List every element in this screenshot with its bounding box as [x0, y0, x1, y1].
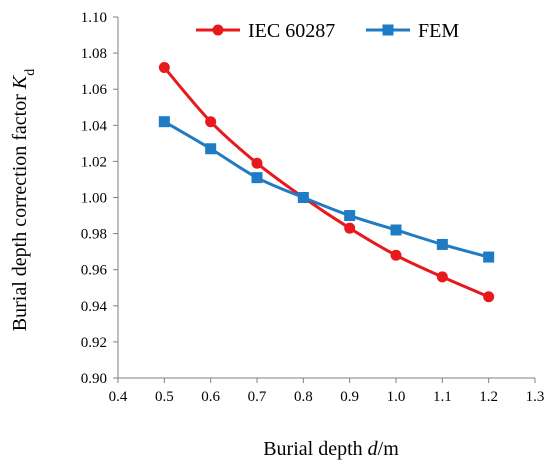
x-tick-label: 1.0	[387, 389, 406, 405]
x-tick-label: 1.3	[526, 389, 545, 405]
legend-label-fem: FEM	[418, 20, 459, 42]
data-point-fem	[483, 251, 495, 263]
x-axis-title-var: d	[368, 438, 379, 460]
legend-item-iec: IEC 60287	[196, 20, 335, 42]
series-line-iec-60287	[163, 66, 490, 299]
series-layer	[158, 62, 495, 303]
y-tick-label: 1.06	[81, 82, 108, 98]
data-point-fem	[297, 192, 309, 203]
y-tick-label: 0.92	[81, 335, 107, 351]
series-fem	[158, 116, 495, 263]
y-tick-label: 1.00	[81, 191, 107, 207]
y-tick-label: 0.94	[81, 299, 108, 315]
y-tick-label: 1.02	[81, 154, 107, 170]
data-point-iec-60287	[483, 291, 495, 303]
y-axis-title-pre: Burial depth correction factor	[9, 89, 31, 331]
x-tick-label: 0.6	[201, 389, 220, 405]
data-point-iec-60287	[390, 249, 402, 261]
y-axis-title-sub: d	[23, 69, 38, 76]
data-point-iec-60287	[344, 222, 356, 234]
y-tick-label: 1.10	[81, 10, 107, 26]
data-point-fem	[390, 224, 402, 236]
series-iec-60287	[158, 62, 495, 303]
series-line-fem	[163, 120, 490, 259]
data-point-iec-60287	[205, 116, 217, 128]
legend-marker-iec	[212, 24, 224, 36]
x-tick-label: 0.4	[109, 389, 128, 405]
legend-item-fem: FEM	[366, 20, 459, 42]
x-axis-title-post: /m	[378, 438, 400, 460]
x-axis-title-pre: Burial depth	[263, 438, 367, 460]
y-axis-title-var: K	[9, 74, 31, 90]
y-tick-label: 0.96	[81, 263, 108, 279]
data-point-fem	[158, 116, 170, 128]
x-axis-title: Burial depth d/m	[263, 438, 399, 460]
legend-label-iec: IEC 60287	[248, 20, 335, 42]
y-tick-label: 0.90	[81, 371, 107, 387]
x-tick-label: 1.2	[479, 389, 498, 405]
y-tick-label: 1.04	[81, 118, 108, 134]
x-tick-label: 0.5	[155, 389, 174, 405]
y-tick-label: 1.08	[81, 46, 107, 62]
data-point-iec-60287	[158, 62, 170, 74]
y-axis-title: Burial depth correction factor Kd	[9, 69, 38, 331]
x-tick-label: 1.1	[433, 389, 452, 405]
data-point-fem	[251, 172, 263, 184]
data-point-iec-60287	[436, 271, 448, 283]
data-point-iec-60287	[251, 157, 263, 169]
x-tick-label: 0.9	[340, 389, 359, 405]
x-tick-label: 0.8	[294, 389, 313, 405]
legend-marker-fem	[382, 24, 394, 36]
data-point-fem	[436, 238, 448, 250]
axes: 0.90 0.92 0.94 0.96 0.98 1.00 1.02 1.04 1.06 1.08…	[81, 10, 545, 405]
data-point-fem	[205, 143, 217, 155]
data-point-fem	[344, 210, 356, 222]
y-tick-label: 0.98	[81, 227, 107, 243]
legend: IEC 60287 FEM	[196, 20, 459, 42]
x-tick-label: 0.7	[248, 389, 267, 405]
